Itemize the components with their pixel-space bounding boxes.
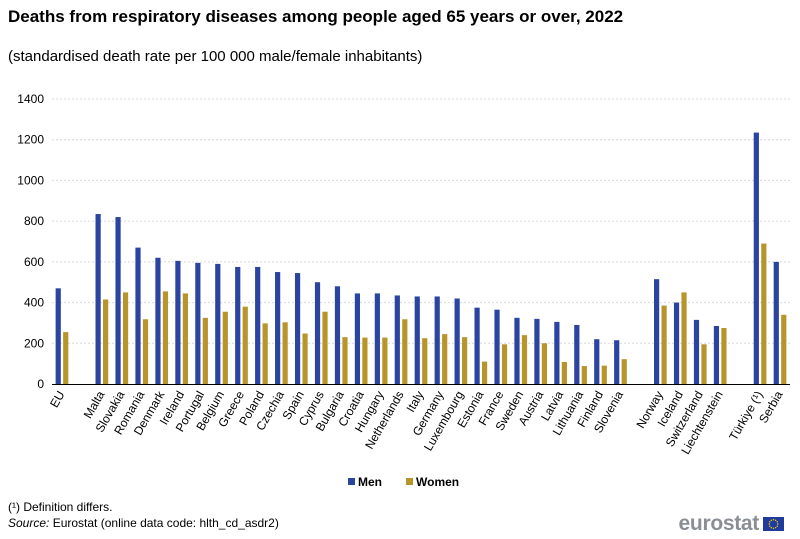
bar-men	[334, 286, 341, 384]
bar-men	[773, 261, 779, 384]
eu-flag-icon	[763, 517, 784, 531]
bar-women	[442, 334, 448, 384]
bar-women	[701, 344, 707, 384]
bar-women	[781, 314, 787, 384]
bar-men	[294, 273, 301, 384]
bar-women	[681, 292, 687, 384]
bar-women	[382, 337, 388, 384]
bar-men	[654, 279, 660, 384]
bar-women	[342, 337, 348, 384]
y-tick-label: 400	[24, 296, 44, 310]
x-tick-label: EU	[47, 389, 67, 410]
bar-women	[302, 333, 308, 384]
bar-men	[195, 262, 201, 384]
bar-women	[481, 361, 488, 384]
legend: Men Women	[348, 475, 459, 489]
bar-women	[501, 344, 508, 384]
chart-title: Deaths from respiratory diseases among p…	[8, 7, 624, 26]
legend-label-men: Men	[358, 475, 382, 489]
y-tick-label: 600	[24, 255, 44, 269]
bar-women	[402, 319, 408, 384]
bar-men	[614, 340, 620, 384]
bar-men	[354, 293, 361, 384]
bar-men	[474, 307, 480, 384]
bar-women	[182, 293, 188, 384]
bar-women	[262, 323, 268, 384]
bar-women	[322, 311, 328, 384]
bar-men	[673, 302, 680, 384]
bar-men	[414, 296, 420, 384]
bar-men	[255, 266, 261, 384]
bars	[55, 132, 787, 384]
y-tick-label: 800	[24, 214, 44, 228]
bar-men	[753, 132, 759, 384]
bar-men	[494, 309, 500, 384]
bar-men	[554, 321, 560, 384]
bar-women	[362, 337, 368, 384]
bar-women	[462, 337, 468, 384]
bar-men	[514, 317, 520, 384]
bar-men	[155, 257, 161, 384]
bar-women	[282, 322, 288, 384]
chart-subtitle: (standardised death rate per 100 000 mal…	[8, 48, 423, 65]
source-text: Eurostat (online data code: hlth_cd_asdr…	[52, 516, 279, 530]
bar-women	[761, 243, 767, 384]
bar-men	[135, 247, 141, 384]
bar-men	[594, 339, 600, 384]
bar-women	[422, 338, 428, 384]
bar-women	[561, 362, 567, 384]
bar-women	[103, 299, 109, 384]
bar-women	[621, 359, 627, 384]
bar-women	[202, 317, 208, 384]
y-tick-label: 1200	[17, 133, 44, 147]
bar-men	[574, 324, 580, 384]
bar-men	[314, 282, 321, 384]
bar-men	[713, 325, 720, 384]
bar-men	[175, 260, 181, 384]
bar-men	[55, 288, 61, 384]
bar-women	[122, 292, 129, 384]
footnote: (¹) Definition differs.	[8, 500, 113, 514]
bar-men	[394, 295, 400, 384]
bar-women	[63, 332, 69, 384]
eurostat-logo: eurostat	[679, 512, 784, 536]
bar-men	[215, 263, 221, 384]
bar-women	[601, 365, 607, 384]
legend-label-women: Women	[416, 475, 459, 489]
source-label: Source:	[8, 516, 50, 530]
bar-men	[115, 217, 121, 384]
bar-men	[534, 318, 540, 384]
y-tick-label: 1000	[17, 173, 44, 187]
legend-swatch-men	[348, 478, 355, 485]
bar-women	[581, 366, 587, 384]
bar-men	[434, 296, 440, 384]
bar-men	[454, 298, 460, 384]
y-tick-label: 0	[37, 377, 44, 391]
bar-women	[242, 306, 248, 384]
bar-men	[693, 319, 700, 384]
y-axis: 0 200 400 600 800 1000 1200 1400	[17, 92, 790, 391]
bar-women	[541, 343, 548, 384]
logo-text: eurostat	[678, 512, 760, 535]
bar-men	[235, 266, 241, 384]
gridlines	[52, 98, 790, 344]
bar-women	[162, 291, 169, 384]
x-axis: EU MaltaSlovakiaRomaniaDenmarkIrelandPort…	[47, 388, 786, 457]
bar-men	[95, 214, 101, 384]
bar-women	[721, 328, 727, 384]
bar-women	[222, 311, 228, 384]
bar-women	[521, 335, 528, 384]
bar-women	[142, 319, 149, 384]
bar-women	[661, 305, 667, 384]
bar-men	[275, 272, 281, 384]
y-tick-label: 200	[24, 336, 44, 350]
y-tick-label: 1400	[17, 92, 44, 106]
bar-men	[374, 293, 380, 384]
legend-swatch-women	[406, 478, 413, 485]
source-line: Source: Eurostat (online data code: hlth…	[8, 516, 279, 530]
